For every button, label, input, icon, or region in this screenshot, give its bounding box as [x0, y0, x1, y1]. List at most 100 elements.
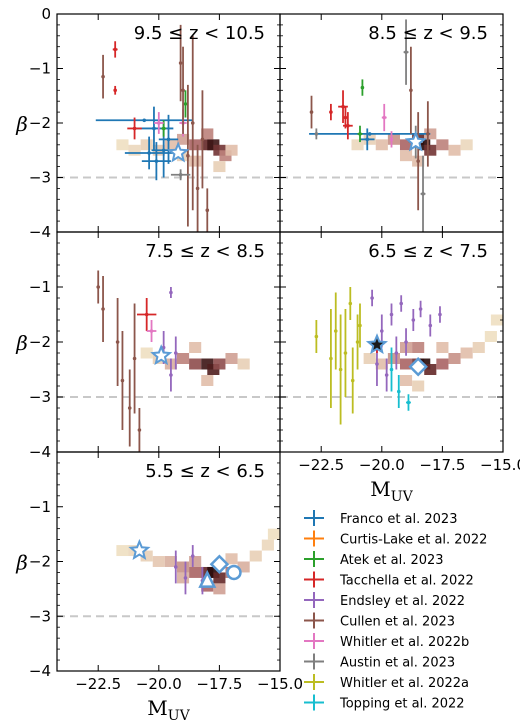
point-marker	[101, 307, 105, 311]
point-marker	[147, 151, 151, 155]
ytick-label: −3	[29, 169, 51, 187]
density-cell	[460, 139, 473, 151]
density-cell	[412, 342, 425, 353]
density-cell	[484, 331, 497, 342]
point-marker	[399, 301, 403, 306]
point-marker	[144, 312, 149, 317]
density-cell	[267, 528, 280, 540]
density-cell	[140, 550, 153, 562]
data-point	[343, 112, 353, 140]
density-cell	[225, 353, 238, 364]
data-point	[120, 331, 125, 430]
ytick-label: −2	[29, 553, 51, 571]
density-cell	[387, 133, 400, 145]
point-marker	[333, 329, 338, 333]
data-point	[384, 358, 389, 392]
data-point	[96, 270, 101, 304]
triangle-marker	[198, 569, 217, 588]
density-cell	[213, 161, 226, 173]
point-marker	[426, 132, 430, 136]
density-cell	[189, 139, 202, 151]
point-marker	[343, 115, 348, 120]
ytick-label: −4	[29, 662, 51, 680]
data-point	[112, 41, 118, 58]
ytick-label: −2	[29, 333, 51, 351]
ylabel: β	[15, 551, 28, 575]
data-point	[338, 314, 343, 425]
ylabel: β	[15, 331, 28, 355]
legend-entry: Whitler et al. 2022a	[304, 674, 469, 691]
density-cell	[399, 358, 413, 370]
data-point	[115, 298, 120, 386]
xtick-label: −20.0	[359, 456, 405, 474]
xtick-label: −20.0	[136, 675, 182, 693]
point-marker	[341, 104, 345, 109]
point-marker	[389, 312, 394, 317]
ytick-label: −4	[29, 223, 51, 241]
point-marker	[178, 172, 183, 177]
point-marker	[195, 186, 200, 191]
density-cell	[189, 358, 202, 370]
point-marker	[409, 88, 413, 93]
data-point	[406, 394, 411, 411]
data-point	[389, 347, 394, 392]
density-cell	[213, 358, 226, 370]
density-cell	[237, 561, 250, 573]
density-cell	[225, 553, 238, 565]
point-marker	[396, 389, 401, 394]
diamond-marker	[209, 554, 230, 575]
mean-star-marker	[404, 130, 427, 152]
xtick-label: −15.0	[480, 456, 520, 474]
legend-label: Cullen et al. 2023	[340, 615, 455, 630]
data-point	[170, 169, 191, 181]
data-point	[190, 35, 195, 211]
density-cell	[375, 358, 388, 370]
point-marker	[101, 74, 105, 79]
point-marker	[120, 378, 125, 383]
density-cell	[424, 144, 437, 156]
point-marker	[358, 132, 362, 136]
panel-title: 8.5 ≤ z < 9.5	[368, 23, 488, 44]
point-marker	[115, 340, 120, 344]
data-point	[113, 85, 117, 95]
xlabel: MUV	[147, 696, 190, 720]
density-cell	[351, 139, 364, 151]
point-marker	[394, 351, 399, 355]
density-cell	[249, 550, 262, 562]
point-marker	[314, 132, 319, 136]
ytick-label: −1	[29, 498, 51, 516]
legend-label: Tacchella et al. 2022	[339, 574, 474, 589]
legend-entry: Austin et al. 2023	[304, 653, 455, 671]
circle-marker	[226, 564, 242, 581]
legend-label: Atek et al. 2023	[340, 553, 444, 568]
density-cell	[225, 144, 238, 156]
data-point	[183, 561, 188, 595]
density-cell	[189, 556, 202, 567]
xtick-label: −17.5	[196, 675, 242, 693]
data-point	[333, 292, 338, 370]
data-point	[186, 84, 190, 227]
diamond-marker	[408, 356, 428, 377]
data-point	[409, 46, 413, 134]
point-marker	[149, 329, 154, 333]
panel-frame	[279, 13, 504, 233]
legend-entry: Atek et al. 2023	[304, 551, 444, 568]
xlabel-subscript: UV	[391, 489, 414, 505]
data-point	[329, 103, 333, 121]
density-cell	[460, 347, 473, 359]
data-point	[101, 276, 105, 342]
point-marker	[314, 334, 319, 339]
point-marker	[389, 367, 394, 372]
point-marker	[137, 428, 142, 432]
data-point	[146, 320, 157, 342]
data-point	[314, 128, 319, 140]
data-point	[101, 54, 105, 99]
density-cell	[189, 342, 202, 353]
density-cell	[436, 139, 449, 151]
mean-star-marker	[365, 333, 388, 355]
point-marker	[370, 296, 374, 300]
density-cell	[472, 342, 485, 353]
point-marker	[132, 126, 137, 131]
data-point	[403, 19, 409, 85]
density-cell	[237, 358, 250, 370]
